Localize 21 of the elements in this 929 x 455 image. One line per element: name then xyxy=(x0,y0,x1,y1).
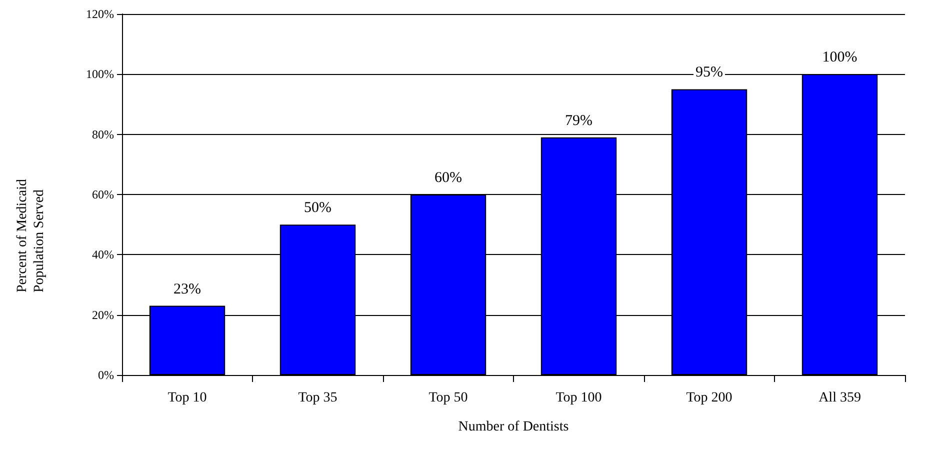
y-axis-title: Percent of Medicaid Population Served xyxy=(15,175,47,292)
x-tick-label: Top 10 xyxy=(168,390,207,406)
x-tick-label: Top 50 xyxy=(428,390,468,406)
data-label: 95% xyxy=(696,64,723,81)
y-tick-label: 60% xyxy=(92,188,114,202)
x-tick-label: Top 35 xyxy=(298,390,338,406)
x-axis-title: Number of Dentists xyxy=(458,420,569,434)
y-tick-label: 20% xyxy=(92,308,114,322)
y-tick-label: 120% xyxy=(86,7,114,21)
y-tick-label: 40% xyxy=(92,248,114,262)
y-tick-label: 0% xyxy=(98,368,114,382)
data-label: 60% xyxy=(434,170,462,186)
x-tick-label: All 359 xyxy=(818,390,861,406)
y-tick-label: 80% xyxy=(92,127,114,142)
x-tick-label: Top 100 xyxy=(556,390,602,406)
data-label: 100% xyxy=(822,50,858,66)
data-label: 50% xyxy=(304,200,332,216)
y-tick-label: 100% xyxy=(86,67,114,82)
data-label: 79% xyxy=(565,112,592,129)
x-tick-label: Top 200 xyxy=(686,390,732,406)
data-label: 23% xyxy=(174,281,201,298)
